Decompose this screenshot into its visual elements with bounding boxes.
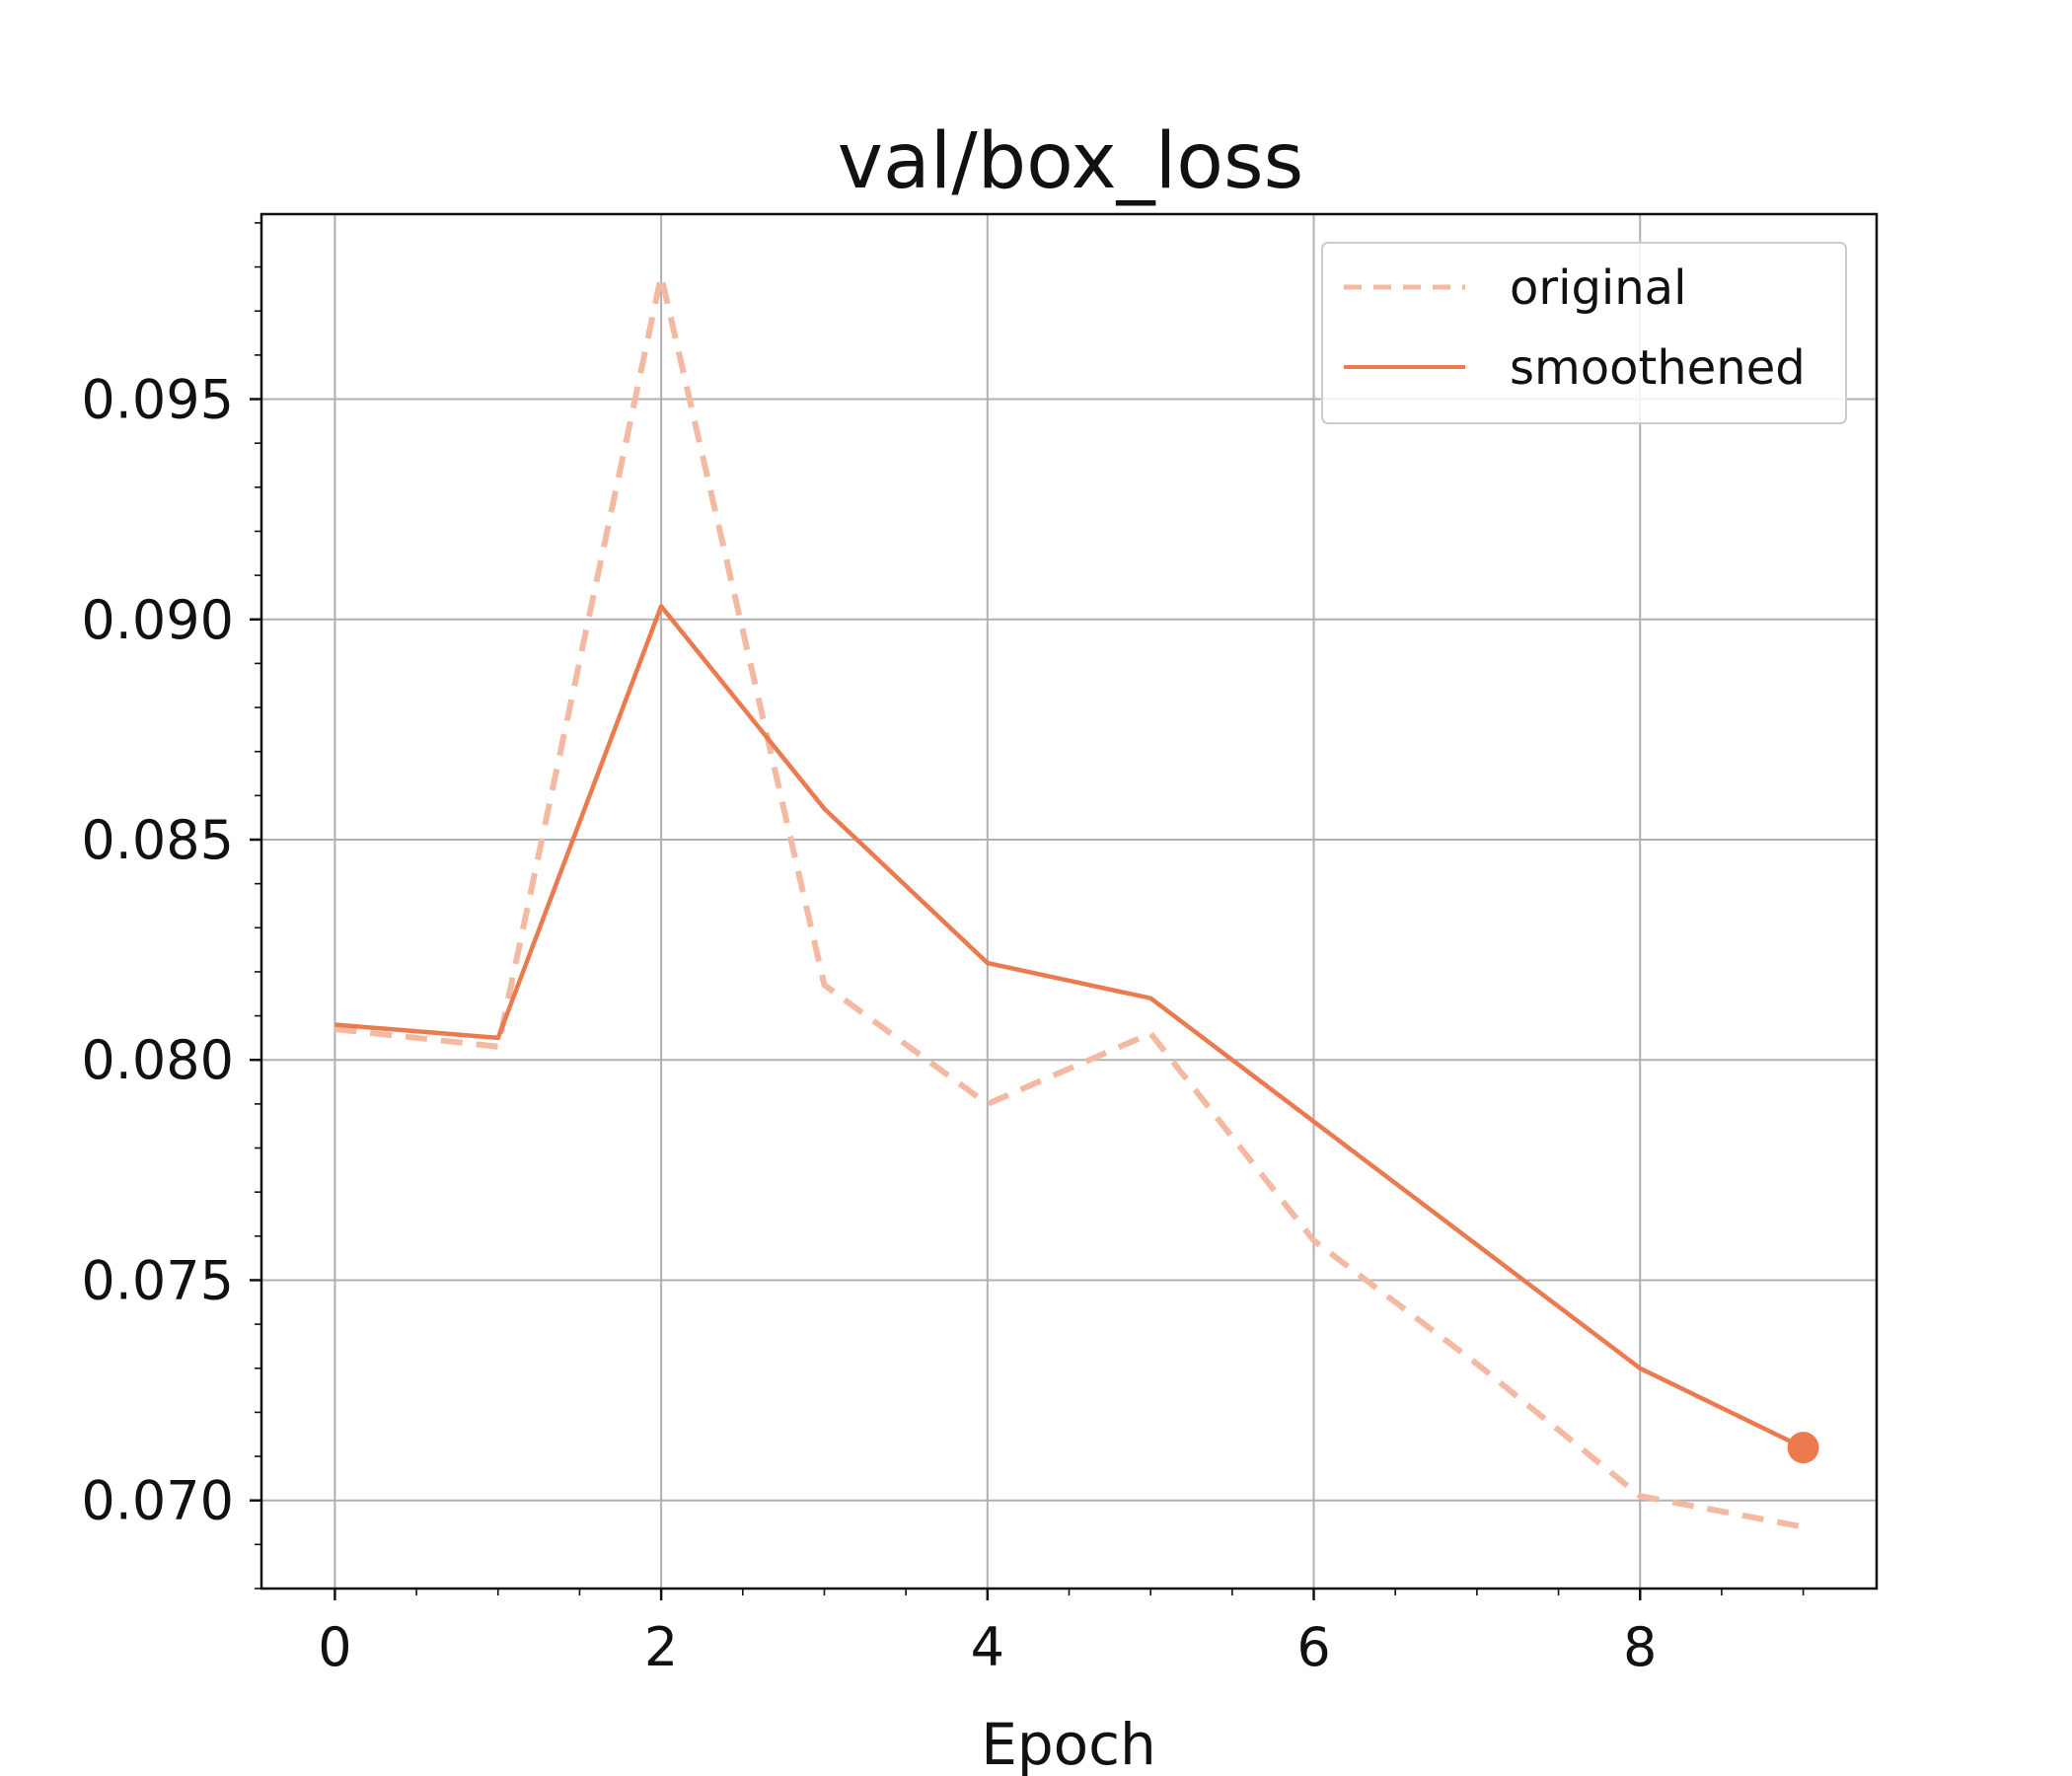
y-tick-label: 0.070 — [81, 1470, 234, 1532]
x-tick-label: 4 — [971, 1616, 1004, 1678]
y-tick-label: 0.090 — [81, 589, 234, 651]
y-tick-label: 0.080 — [81, 1029, 234, 1091]
x-tick-label: 0 — [318, 1616, 351, 1678]
axis-ticks: 0 2 4 6 8 0.070 0.075 0.080 0.085 0.090 0.095 — [81, 222, 1805, 1678]
series-line-smoothened — [334, 604, 1805, 1450]
legend-label-smoothened: smoothened — [1510, 340, 1806, 396]
plot-series — [334, 272, 1819, 1530]
x-tick-label: 6 — [1296, 1616, 1330, 1678]
x-tick-label: 8 — [1623, 1616, 1657, 1678]
y-tick-label: 0.095 — [81, 369, 234, 431]
legend-box — [1321, 242, 1847, 424]
legend-label-original: original — [1510, 260, 1686, 316]
series-line-original — [334, 272, 1805, 1530]
x-axis-title: Epoch — [981, 1711, 1156, 1776]
end-point-marker — [1787, 1432, 1819, 1464]
legend: original smoothened — [1321, 242, 1847, 424]
x-tick-label: 2 — [644, 1616, 678, 1678]
y-tick-label: 0.085 — [81, 809, 234, 871]
y-tick-label: 0.075 — [81, 1249, 234, 1311]
chart-title: val/box_loss — [838, 117, 1304, 206]
